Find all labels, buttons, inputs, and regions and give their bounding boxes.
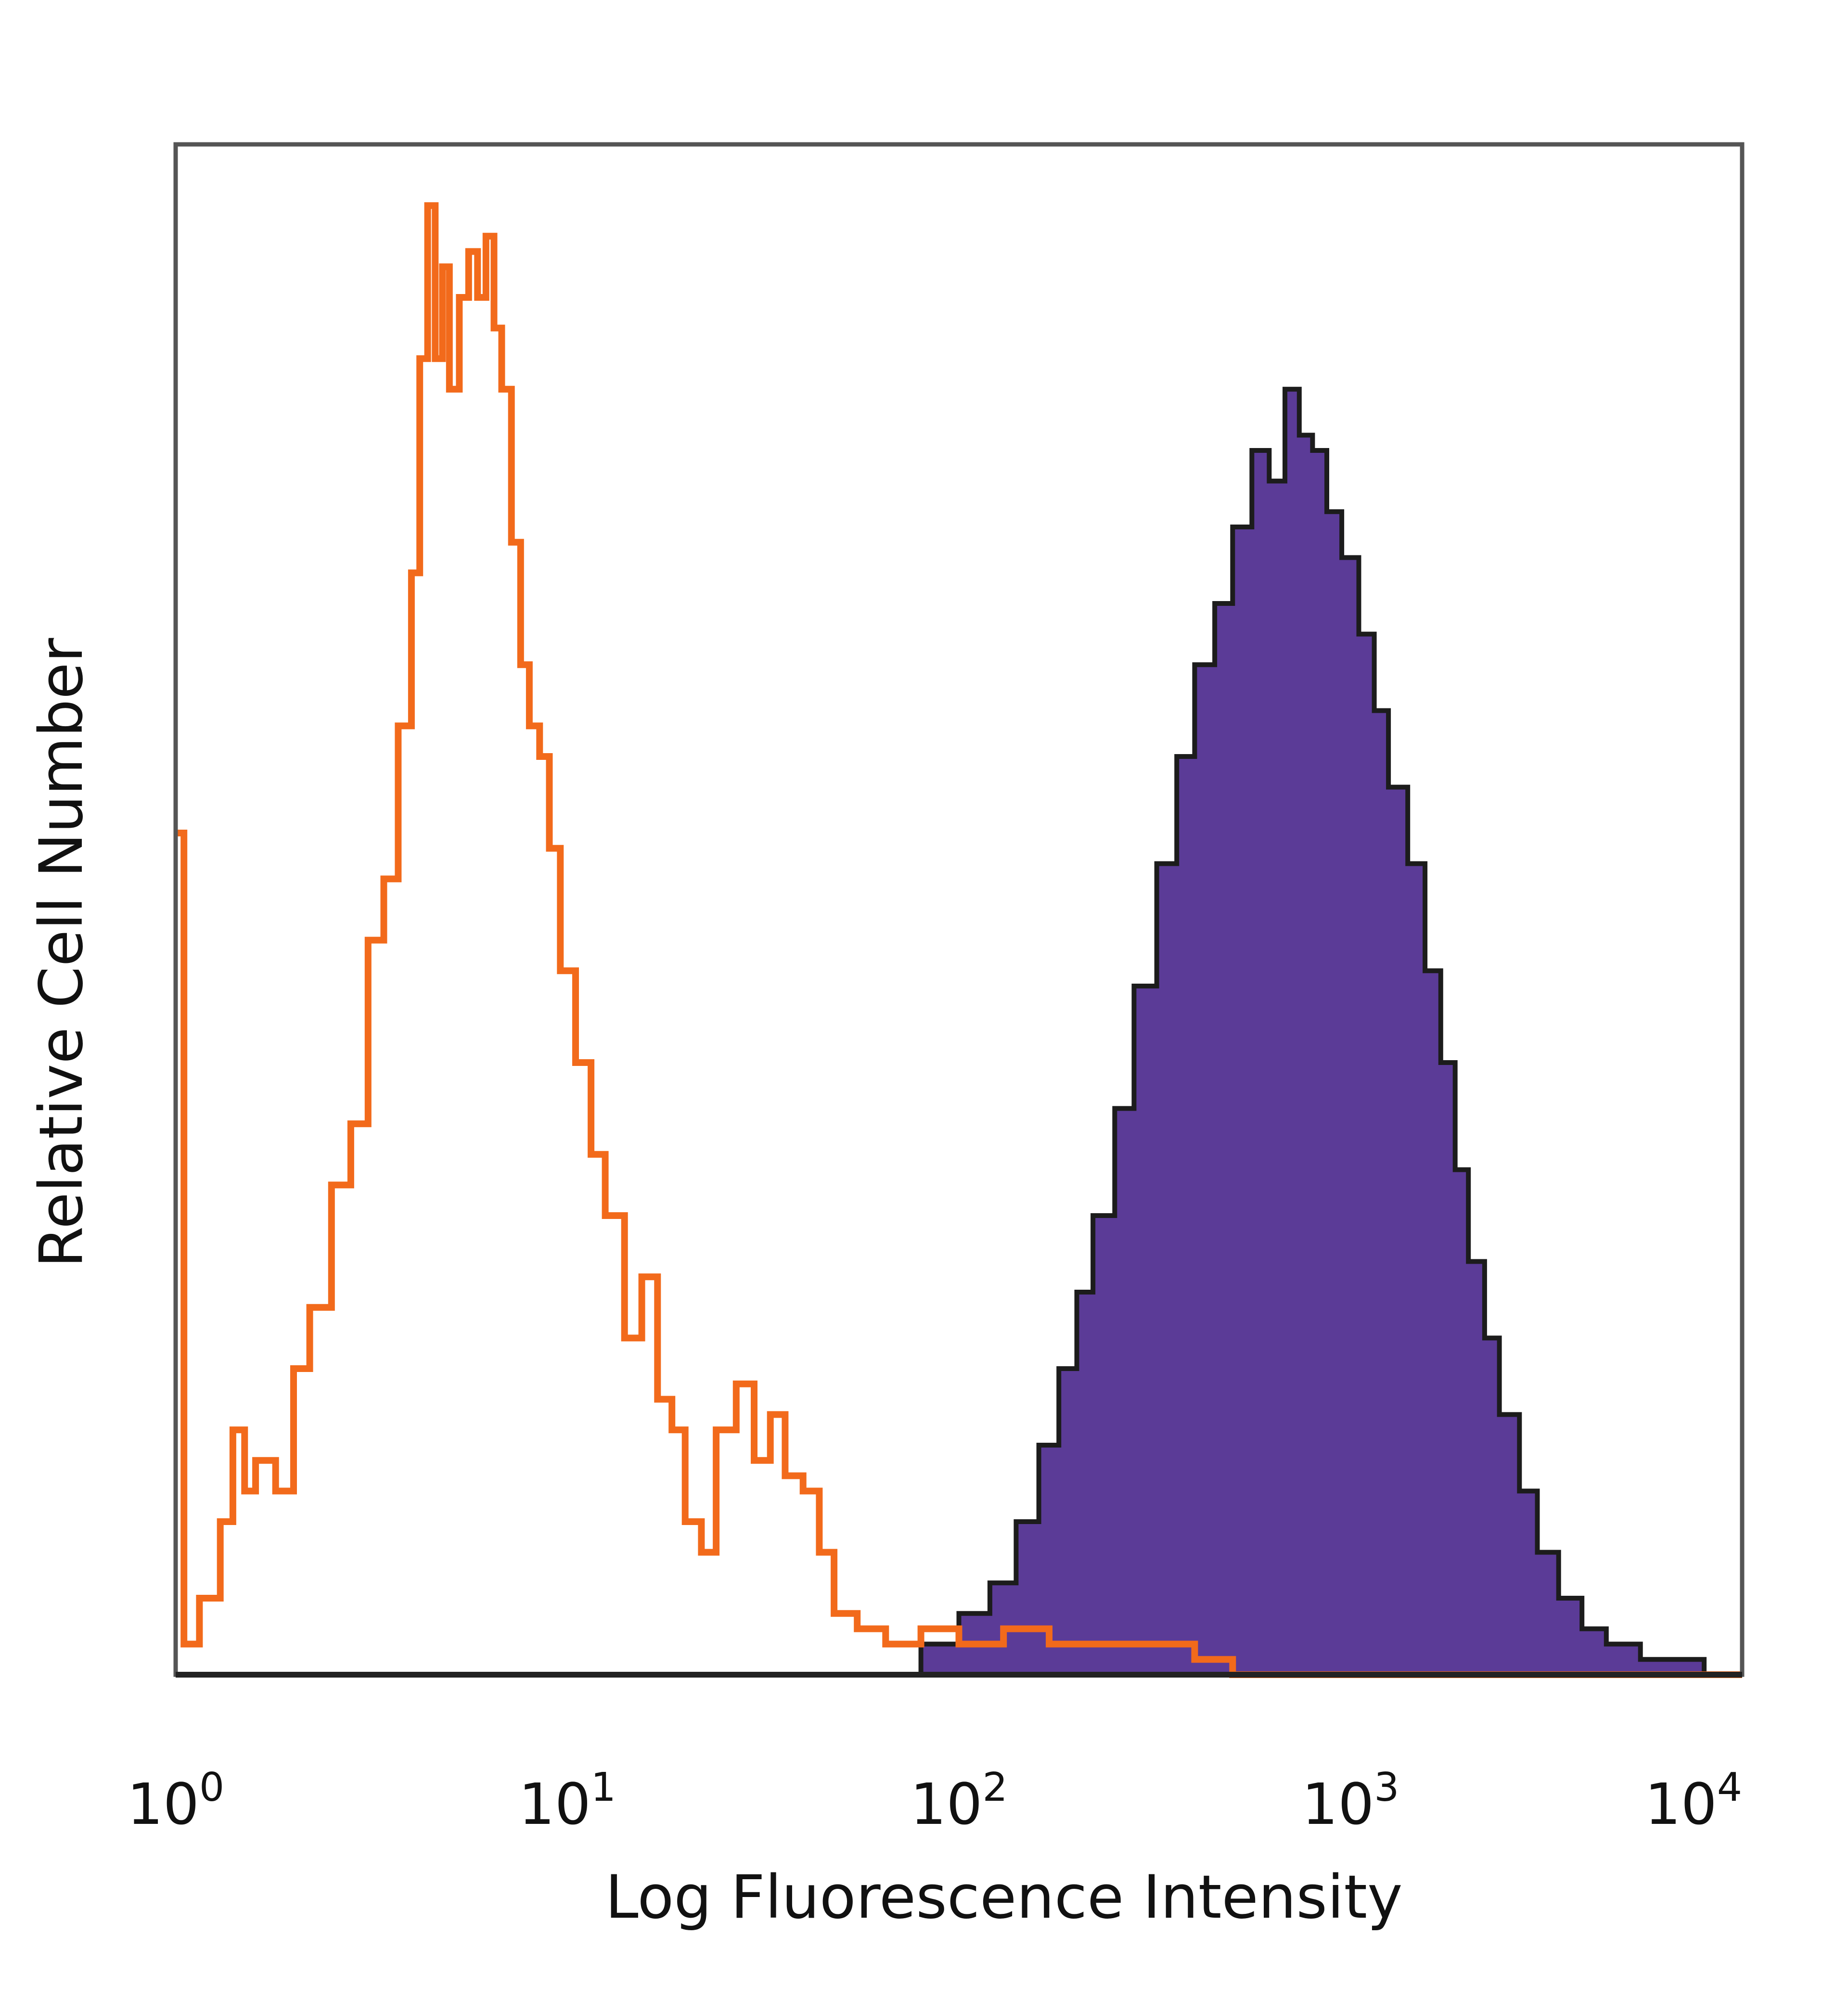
x-tick-label: 101	[519, 1765, 616, 1837]
series-filled-histogram	[176, 386, 1742, 1677]
x-tick-label: 102	[910, 1765, 1007, 1837]
x-tick-labels: 100 101 102 103 104	[127, 1765, 1742, 1837]
series-outline-histogram	[176, 202, 1742, 1678]
x-tick-label: 104	[1645, 1765, 1742, 1837]
x-axis-label: Log Fluorescence Intensity	[605, 1863, 1403, 1932]
x-tick-label: 100	[127, 1765, 224, 1837]
x-tick-label: 103	[1302, 1765, 1399, 1837]
series-layer	[176, 202, 1742, 1678]
y-axis-label: Relative Cell Number	[27, 638, 96, 1268]
